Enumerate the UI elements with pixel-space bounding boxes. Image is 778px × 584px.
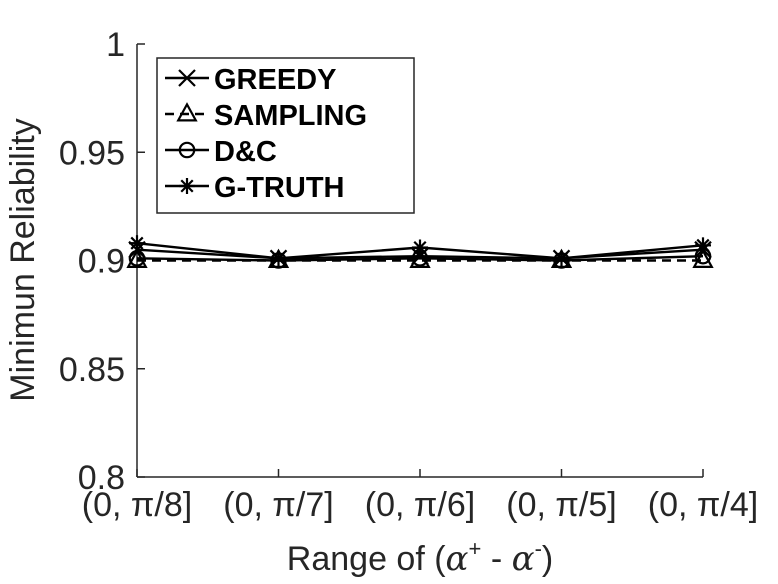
x-axis-label: Range of (α+ - α-) <box>287 536 553 579</box>
axes: (0, π/8] (0, π/7] (0, π/6] (0, π/5] (0, π/4]… <box>59 26 758 524</box>
legend-marker-g-truth <box>179 178 195 194</box>
x-tick-label: (0, π/6] <box>365 486 475 524</box>
legend-label-greedy: GREEDY <box>214 64 336 96</box>
legend-item-d-c: D&C <box>165 136 277 168</box>
legend-label-d-c: D&C <box>214 136 277 168</box>
x-axis-label-plus: + <box>469 536 482 561</box>
data-point-g-truth <box>270 250 287 267</box>
y-tick-label: 0.8 <box>78 459 125 497</box>
series-g-truth <box>129 235 711 267</box>
legend: GREEDY SAMPLING D&C G-TRUTH <box>156 57 415 214</box>
y-tick-label: 1 <box>106 26 125 64</box>
legend-item-sampling: SAMPLING <box>165 100 367 132</box>
x-axis-label-suffix: ) <box>542 540 553 578</box>
x-axis-label-alpha: α <box>446 539 469 579</box>
x-axis-label-alpha-2: α <box>512 539 535 579</box>
y-axis-label: Minimun Reliability <box>4 118 42 401</box>
series-line-d-c <box>136 254 704 262</box>
legend-item-g-truth: G-TRUTH <box>165 172 344 204</box>
x-tick-label: (0, π/7] <box>223 486 333 524</box>
y-tick-label: 0.95 <box>59 134 125 172</box>
x-tick-label: (0, π/4] <box>648 486 758 524</box>
x-axis-label-minus: - <box>535 536 542 561</box>
data-point-g-truth <box>553 250 570 267</box>
legend-item-greedy: GREEDY <box>165 64 336 96</box>
data-point-sampling <box>692 248 714 268</box>
y-tick-label: 0.85 <box>59 351 125 389</box>
data-point-g-truth <box>695 237 711 254</box>
x-tick-label: (0, π/5] <box>506 486 616 524</box>
legend-marker-greedy <box>178 69 196 87</box>
data-point-g-truth <box>412 239 428 256</box>
x-axis-label-sep: - <box>481 540 511 578</box>
data-point-g-truth <box>129 235 145 252</box>
legend-marker-d-c <box>178 141 196 159</box>
y-tick-label: 0.9 <box>78 243 125 281</box>
x-axis-label-prefix: Range of ( <box>287 540 446 578</box>
legend-marker-sampling <box>176 102 198 122</box>
x-tick-label: (0, π/8] <box>82 486 192 524</box>
legend-label-g-truth: G-TRUTH <box>214 172 344 204</box>
legend-label-sampling: SAMPLING <box>214 100 367 132</box>
series-layer <box>126 235 714 269</box>
